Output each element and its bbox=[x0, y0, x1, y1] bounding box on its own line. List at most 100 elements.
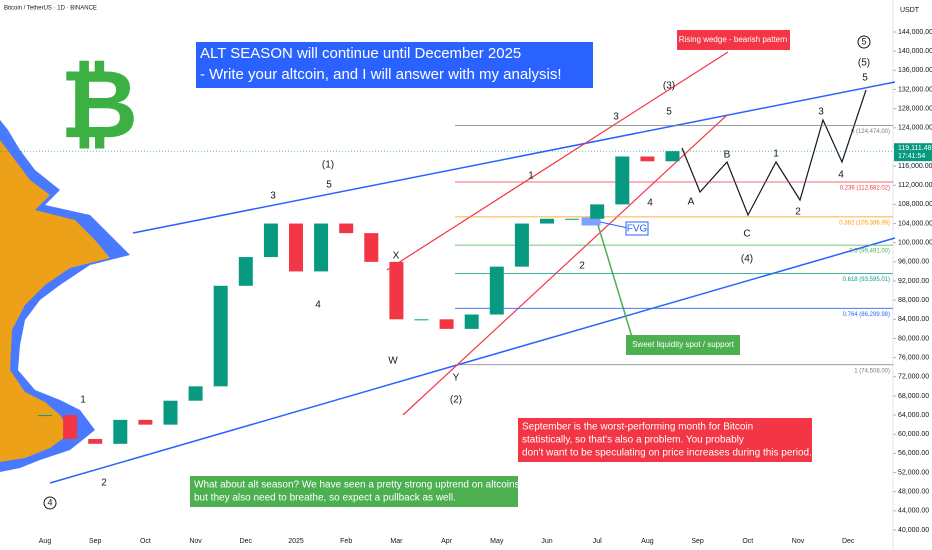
y-tick-label: 104,000.00 bbox=[898, 220, 932, 227]
y-tick-label: 116,000.00 bbox=[898, 163, 932, 170]
fvg-box bbox=[625, 221, 649, 236]
candle bbox=[414, 319, 429, 321]
wave-circle bbox=[857, 35, 871, 49]
candle bbox=[314, 223, 329, 272]
x-tick-label: Dec bbox=[240, 538, 253, 545]
y-tick-label: 64,000.00 bbox=[898, 412, 929, 419]
wave-label: 2 bbox=[795, 207, 801, 218]
wave-label: Y bbox=[453, 373, 460, 384]
fib-label: 0.382 (105,386.99) bbox=[839, 220, 890, 226]
wave-label: W bbox=[388, 356, 398, 367]
x-tick-label: Apr bbox=[441, 538, 453, 545]
altseason-line: but they also need to breathe, so expect… bbox=[194, 493, 456, 504]
candle bbox=[339, 223, 354, 234]
fvg-label: FVG bbox=[627, 224, 648, 235]
support-box bbox=[626, 335, 740, 355]
headline-line: - Write your altcoin, and I will answer … bbox=[200, 66, 562, 83]
y-tick-label: 52,000.00 bbox=[898, 469, 929, 476]
candle bbox=[540, 218, 554, 224]
wave-label: (2) bbox=[450, 395, 462, 406]
y-tick-label: 84,000.00 bbox=[898, 316, 929, 323]
candle bbox=[88, 439, 103, 444]
y-tick-label: 68,000.00 bbox=[898, 393, 929, 400]
y-tick-label: 76,000.00 bbox=[898, 354, 929, 361]
wave-label: (1) bbox=[322, 160, 334, 171]
candle bbox=[665, 151, 680, 162]
y-tick-label: 56,000.00 bbox=[898, 450, 929, 457]
candle bbox=[389, 261, 404, 320]
x-tick-label: Nov bbox=[792, 538, 805, 545]
wave-label: A bbox=[688, 197, 695, 208]
candle bbox=[38, 415, 52, 417]
volume-profile-orange bbox=[0, 140, 110, 462]
candle bbox=[113, 419, 128, 444]
candle bbox=[238, 257, 253, 286]
upper-trendline bbox=[132, 81, 896, 234]
candle bbox=[213, 285, 228, 387]
fib-label: 0.764 (86,299.98) bbox=[843, 312, 890, 318]
fib-label: 0.618 (93,595.01) bbox=[843, 277, 890, 283]
candle bbox=[63, 415, 78, 440]
wave-label: B bbox=[724, 150, 731, 161]
x-tick-label: Aug bbox=[39, 538, 52, 545]
wave-label: 5 bbox=[326, 180, 332, 191]
x-tick-label: May bbox=[490, 538, 504, 545]
wave-label: (5) bbox=[858, 58, 870, 69]
candle bbox=[514, 223, 529, 267]
bitcoin-logo: ₿ bbox=[60, 51, 138, 158]
candle bbox=[289, 223, 303, 272]
x-tick-label: 2025 bbox=[288, 538, 304, 545]
candle bbox=[464, 314, 479, 329]
september-line: September is the worst-performing month … bbox=[522, 422, 753, 433]
september-line: statistically, so that's also a problem.… bbox=[522, 435, 744, 446]
last-price-tag bbox=[894, 143, 932, 162]
wave-label: 3 bbox=[270, 191, 276, 202]
y-tick-label: 92,000.00 bbox=[898, 278, 929, 285]
fib-label: 0.5 (99,491.00) bbox=[849, 249, 890, 255]
wave-label: 3 bbox=[818, 107, 824, 118]
x-tick-label: Dec bbox=[842, 538, 855, 545]
fvg-zone bbox=[581, 217, 601, 226]
y-tick-label: 44,000.00 bbox=[898, 508, 929, 515]
altseason-line: What about alt season? We have seen a pr… bbox=[194, 480, 522, 491]
x-tick-label: Nov bbox=[189, 538, 202, 545]
x-tick-label: Sep bbox=[691, 538, 704, 545]
x-tick-label: Oct bbox=[742, 538, 753, 545]
x-tick-label: Jun bbox=[541, 538, 552, 545]
x-tick-label: Jul bbox=[593, 538, 602, 545]
candle bbox=[565, 218, 580, 220]
headline-box bbox=[196, 42, 593, 88]
wedge-box bbox=[677, 30, 790, 50]
header: Bitcoin / TetherUS · 1D · BINANCE bbox=[4, 6, 97, 12]
wedge-upper bbox=[386, 51, 729, 271]
y-tick-label: 124,000.00 bbox=[898, 125, 932, 132]
wave-label: 4 bbox=[838, 170, 844, 181]
wave-label: 1 bbox=[528, 171, 534, 182]
x-tick-label: Sep bbox=[89, 538, 102, 545]
september-line: don't want to be speculating on price in… bbox=[522, 448, 812, 459]
candle bbox=[489, 266, 504, 315]
y-tick-label: 128,000.00 bbox=[898, 105, 932, 112]
wave-label: 3 bbox=[613, 112, 619, 123]
candle bbox=[263, 223, 278, 258]
wave-label: 4 bbox=[315, 300, 321, 311]
wave-label: 1 bbox=[773, 149, 779, 160]
fib-label: 0.236 (112,682.02) bbox=[840, 186, 890, 192]
y-tick-label: 132,000.00 bbox=[898, 86, 932, 93]
wave-label: (3) bbox=[663, 81, 675, 92]
candle bbox=[439, 319, 454, 329]
wave-label: 4 bbox=[647, 198, 653, 209]
countdown: 17:41:54 bbox=[898, 153, 925, 160]
september-box bbox=[518, 418, 812, 462]
fib-label: 0 (124,474.00) bbox=[851, 129, 890, 135]
wave-label: 5 bbox=[862, 73, 868, 84]
wave-label: 5 bbox=[666, 107, 672, 118]
candle bbox=[163, 400, 178, 425]
y-tick-label: 108,000.00 bbox=[898, 201, 932, 208]
wave-label: 4 bbox=[47, 497, 52, 507]
y-tick-label: 72,000.00 bbox=[898, 374, 929, 381]
candle bbox=[590, 204, 605, 219]
y-tick-label: 140,000.00 bbox=[898, 48, 932, 55]
candle bbox=[188, 386, 203, 401]
